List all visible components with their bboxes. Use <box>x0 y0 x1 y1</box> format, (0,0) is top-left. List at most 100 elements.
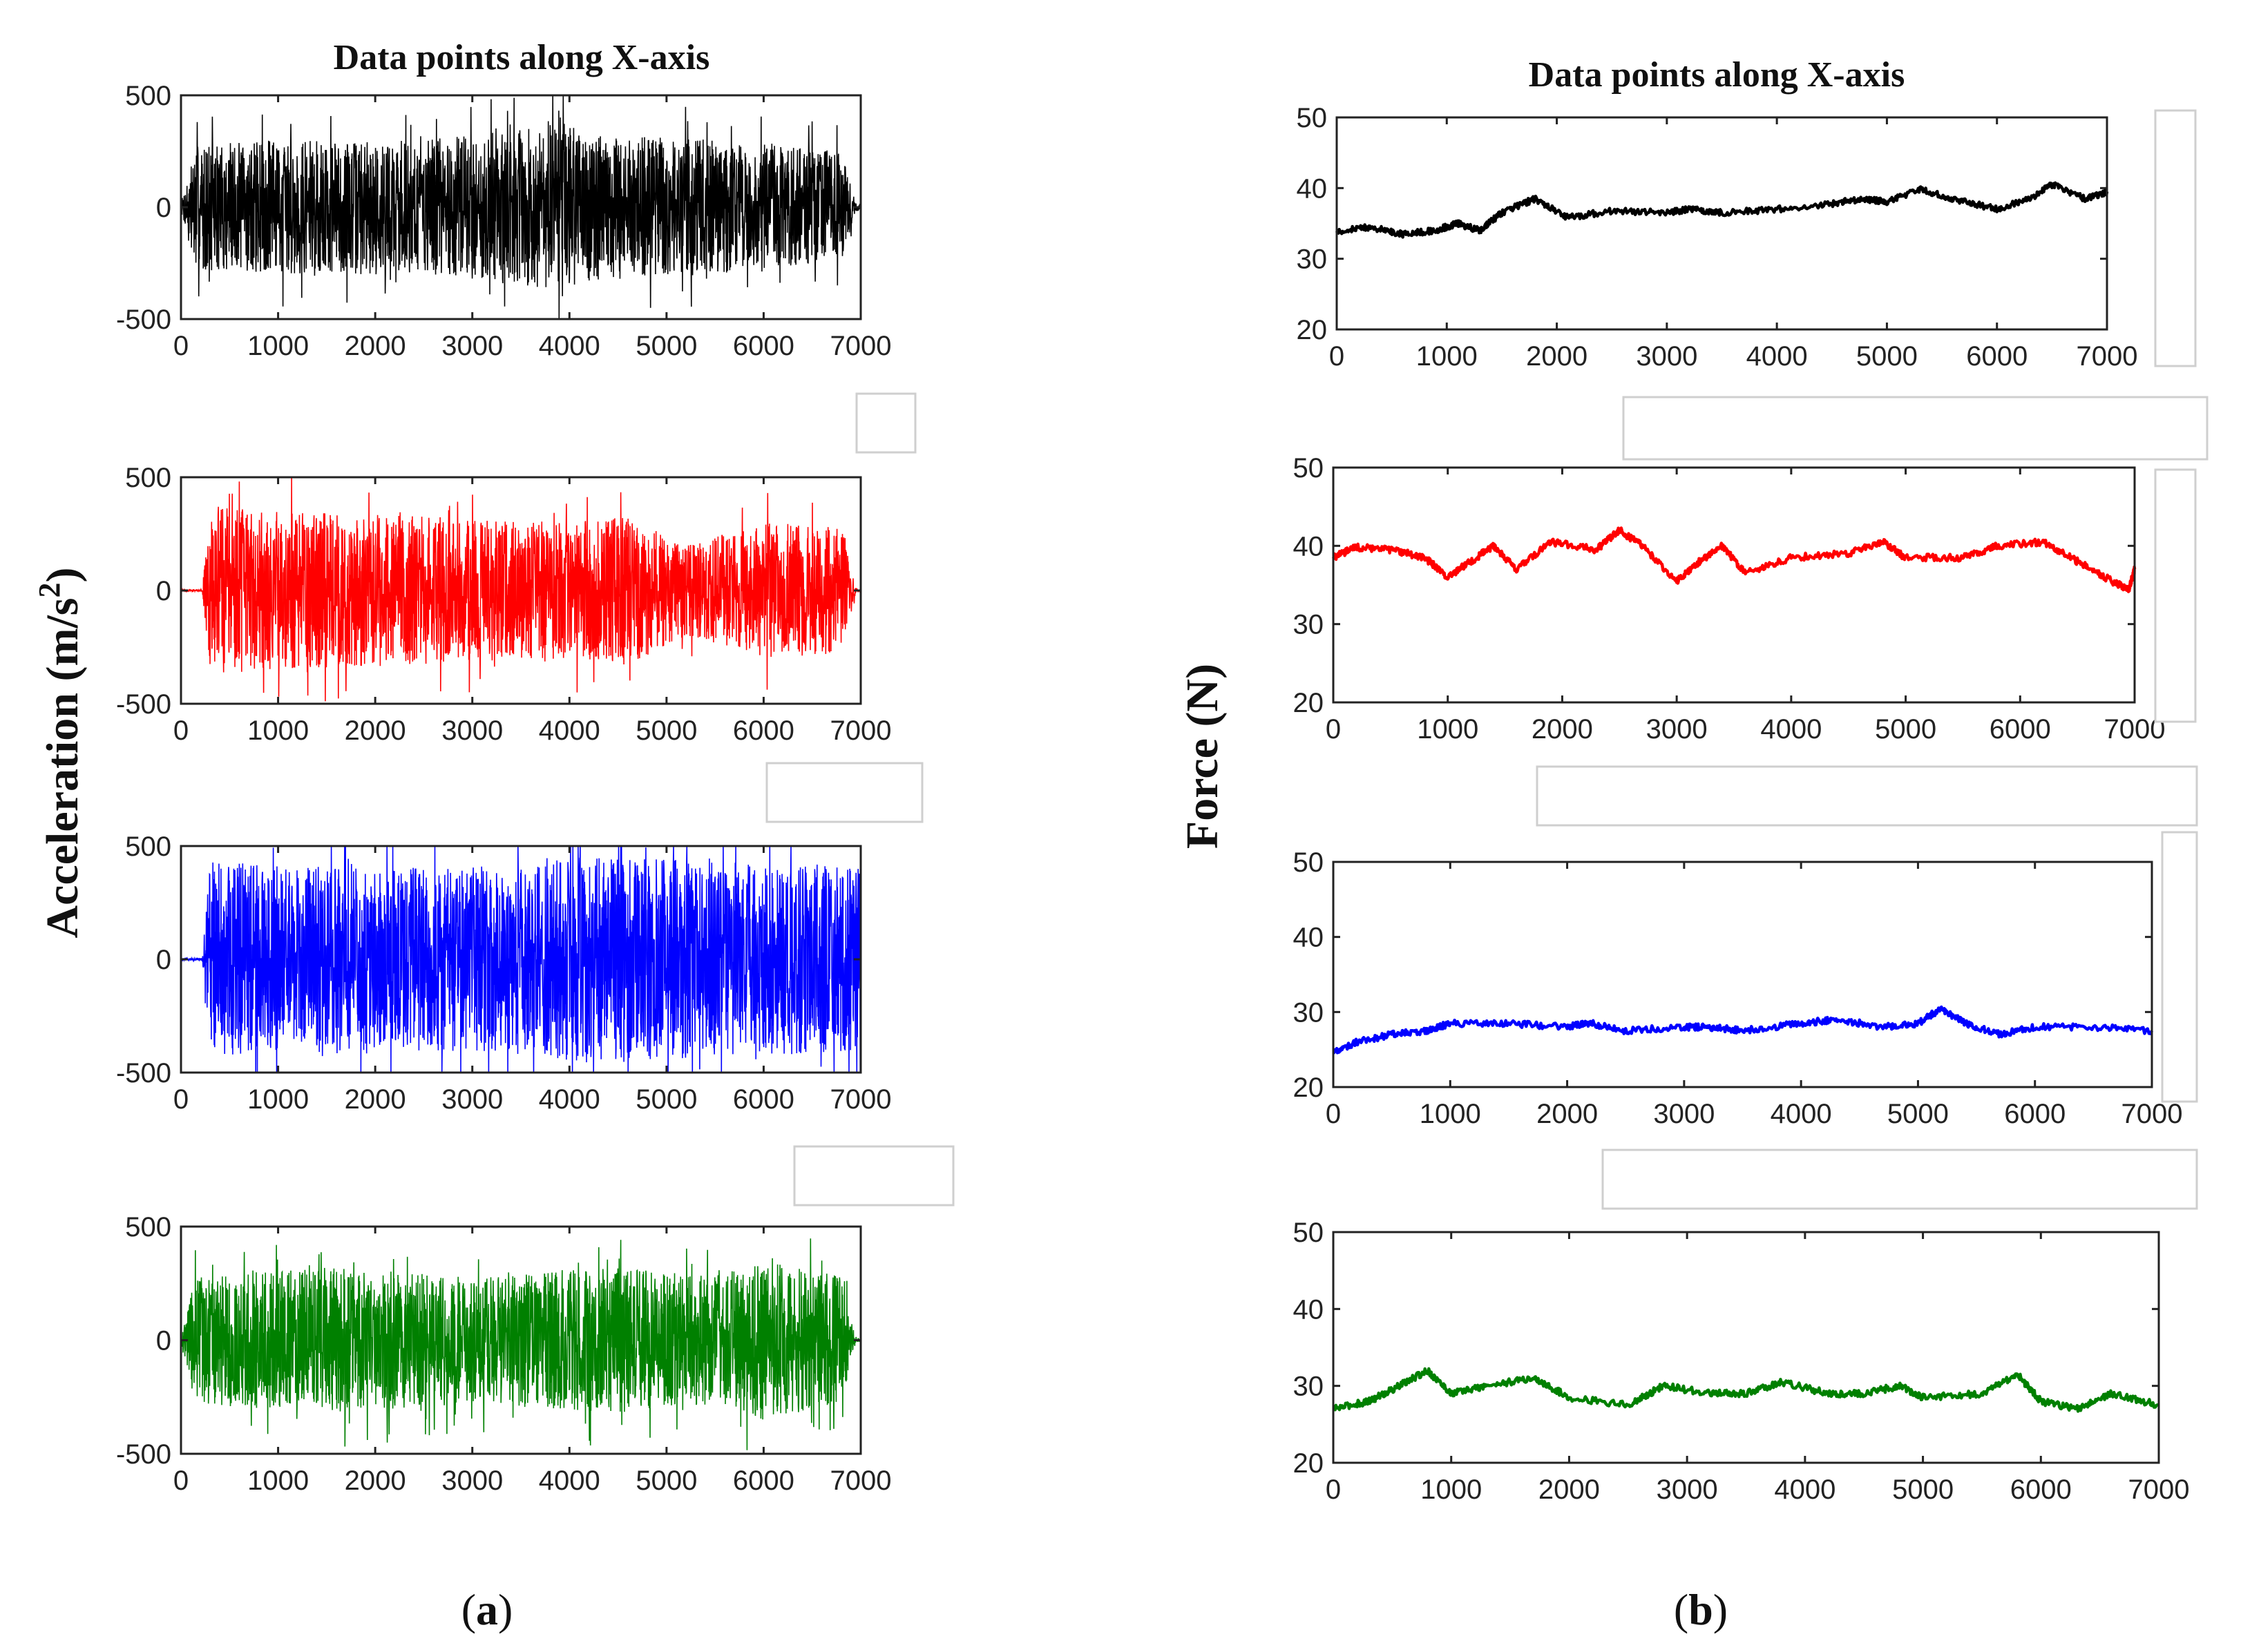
panel-label-a: (a) <box>461 1585 513 1634</box>
y-tick-label: 30 <box>1293 1372 1324 1402</box>
y-axis-label-acceleration-text: Acceleration (m/s <box>37 598 88 939</box>
y-tick-label: 40 <box>1293 531 1324 561</box>
panel-label-a-letter: a <box>476 1585 498 1634</box>
y-tick-label: 50 <box>1293 453 1324 483</box>
x-tick-label: 2000 <box>345 715 406 746</box>
x-tick-label: 6000 <box>733 1084 794 1115</box>
x-tick-label: 7000 <box>830 715 892 746</box>
x-tick-label: 1000 <box>247 1084 309 1115</box>
x-tick-label: 4000 <box>1746 341 1808 372</box>
x-tick-label: 6000 <box>733 715 794 746</box>
y-tick-label: 50 <box>1293 847 1324 878</box>
data-line <box>1333 1367 2159 1413</box>
panel-label-b: (b) <box>1674 1585 1728 1634</box>
y-tick-label: 20 <box>1293 688 1324 718</box>
x-tick-label: 3000 <box>441 331 503 361</box>
x-tick-label: 0 <box>173 1466 189 1496</box>
x-tick-label: 2000 <box>345 1084 406 1115</box>
panel-label-b-letter: b <box>1688 1585 1713 1634</box>
cover-box <box>1601 1149 2198 1210</box>
x-tick-label: 0 <box>1329 341 1344 372</box>
cover-box <box>1622 396 2209 461</box>
force-panel-black: 0 1000 2000 3000 4000 5000 6000 7000 20 30 40 50 <box>1297 103 2138 372</box>
y-axis-label-acceleration: Acceleration (m/s2) <box>32 568 88 939</box>
y-tick-label: 500 <box>125 81 171 111</box>
x-tick-label: 6000 <box>1966 341 2028 372</box>
x-tick-label: 2000 <box>1532 714 1593 745</box>
x-tick-label: 5000 <box>636 1466 697 1496</box>
x-tick-label: 1000 <box>1416 341 1478 372</box>
x-tick-label: 1000 <box>1420 1475 1482 1505</box>
plot-frame <box>1332 861 2153 1088</box>
x-tick-label: 6000 <box>733 331 794 361</box>
x-tick-label: 7000 <box>830 331 892 361</box>
force-panel-green: 0 1000 2000 3000 4000 5000 6000 7000 20 30 40 50 <box>1293 1218 2190 1505</box>
cover-box <box>2154 468 2197 723</box>
x-tick-label: 7000 <box>830 1466 892 1496</box>
plot-frame <box>1335 116 2108 331</box>
x-tick-label: 6000 <box>1990 714 2051 745</box>
y-tick-label: 500 <box>125 832 171 862</box>
data-line <box>180 477 861 702</box>
y-tick-label: 50 <box>1293 1218 1324 1248</box>
y-tick-label: 0 <box>156 576 171 606</box>
y-tick-label: 40 <box>1293 923 1324 953</box>
x-tick-label: 2000 <box>1526 341 1587 372</box>
data-line <box>1335 181 2109 239</box>
x-tick-label: 5000 <box>1887 1099 1949 1129</box>
cover-box <box>2161 831 2198 1103</box>
data-line <box>1332 1005 2154 1055</box>
x-tick-label: 1000 <box>247 715 309 746</box>
y-tick-label: 500 <box>125 1212 171 1242</box>
y-tick-label: 0 <box>156 193 171 223</box>
y-tick-label: 20 <box>1293 1448 1324 1479</box>
x-tick-label: 0 <box>1326 1475 1341 1505</box>
x-tick-label: 2000 <box>1538 1475 1600 1505</box>
x-tick-label: 1000 <box>1420 1099 1481 1129</box>
y-tick-label: -500 <box>116 305 171 335</box>
y-tick-label: 50 <box>1297 103 1328 133</box>
x-tick-label: 4000 <box>539 715 600 746</box>
y-axis-label-acceleration-exponent: 2 <box>32 583 66 598</box>
y-tick-label: 20 <box>1293 1073 1324 1103</box>
x-tick-label: 3000 <box>1657 1475 1718 1505</box>
x-tick-label: 4000 <box>1771 1099 1832 1129</box>
y-tick-label: 0 <box>156 945 171 975</box>
y-tick-label: 30 <box>1293 997 1324 1028</box>
cover-box <box>2154 109 2197 367</box>
y-tick-label: 500 <box>125 463 171 493</box>
y-tick-label: 30 <box>1293 610 1324 640</box>
cover-box <box>855 392 917 454</box>
y-axis-label-acceleration-close: ) <box>37 568 88 583</box>
x-tick-label: 0 <box>173 1084 189 1115</box>
x-tick-label: 6000 <box>2010 1475 2072 1505</box>
data-line <box>180 95 861 320</box>
x-tick-label: 5000 <box>1892 1475 1954 1505</box>
chart-title-accel: Data points along X-axis <box>334 38 710 77</box>
x-tick-label: 3000 <box>1646 714 1708 745</box>
x-tick-label: 3000 <box>441 715 503 746</box>
x-tick-label: 2000 <box>345 331 406 361</box>
x-tick-label: 0 <box>173 715 189 746</box>
x-tick-label: 7000 <box>2077 341 2138 372</box>
y-tick-label: 30 <box>1297 244 1328 275</box>
data-line <box>180 845 861 1073</box>
y-tick-label: -500 <box>116 689 171 720</box>
x-tick-label: 7000 <box>2121 1099 2183 1129</box>
cover-box <box>1536 765 2198 827</box>
y-axis-label-force: Force (N) <box>1177 664 1228 849</box>
data-line <box>180 1238 861 1450</box>
x-tick-label: 4000 <box>539 331 600 361</box>
x-tick-label: 5000 <box>636 331 697 361</box>
y-tick-label: -500 <box>116 1439 171 1470</box>
y-tick-label: -500 <box>116 1058 171 1088</box>
cover-box <box>793 1145 955 1207</box>
x-tick-label: 4000 <box>539 1084 600 1115</box>
x-tick-label: 2000 <box>345 1466 406 1496</box>
x-tick-label: 2000 <box>1536 1099 1598 1129</box>
